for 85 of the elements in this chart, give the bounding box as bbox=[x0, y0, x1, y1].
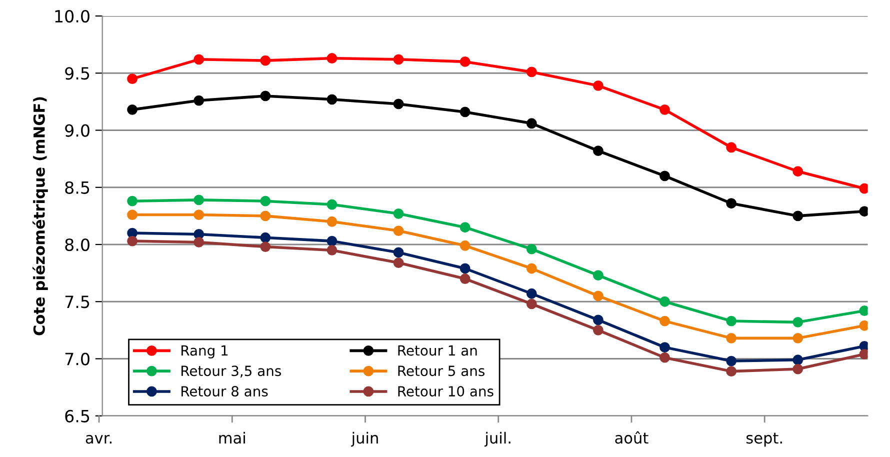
point bbox=[526, 66, 537, 78]
point bbox=[592, 290, 604, 302]
point bbox=[592, 146, 604, 156]
point bbox=[592, 324, 604, 336]
point bbox=[726, 198, 737, 209]
point bbox=[326, 236, 338, 246]
point bbox=[792, 354, 804, 366]
legend-label: Retour 5 ans bbox=[398, 366, 484, 376]
point bbox=[127, 210, 138, 220]
legend-label: Retour 8 ans bbox=[182, 386, 268, 397]
text: avr. bbox=[86, 434, 112, 444]
point bbox=[526, 118, 537, 129]
point bbox=[260, 196, 271, 206]
point bbox=[526, 288, 537, 299]
y-tick-label: 10.0 bbox=[55, 10, 90, 23]
point bbox=[460, 240, 470, 251]
point bbox=[326, 216, 338, 227]
point bbox=[726, 332, 737, 344]
point bbox=[194, 237, 204, 248]
point bbox=[526, 298, 537, 310]
point bbox=[526, 263, 537, 274]
point bbox=[326, 199, 338, 210]
point bbox=[726, 316, 737, 326]
legend-label: Retour 1 an bbox=[398, 345, 477, 356]
point bbox=[194, 54, 204, 65]
point bbox=[660, 170, 670, 182]
point bbox=[460, 222, 470, 233]
text: sept. bbox=[746, 432, 782, 447]
point bbox=[393, 54, 404, 65]
point bbox=[460, 106, 470, 118]
point bbox=[792, 166, 804, 177]
point bbox=[660, 296, 670, 307]
y-tick-label: 9.5 bbox=[65, 67, 90, 80]
point bbox=[194, 95, 204, 106]
point bbox=[792, 332, 804, 344]
point bbox=[460, 263, 470, 274]
point bbox=[460, 56, 470, 67]
y-tick-label: 7.0 bbox=[65, 352, 90, 366]
y-tick-label: 6.5 bbox=[65, 410, 90, 422]
point bbox=[127, 104, 138, 115]
point bbox=[792, 364, 804, 374]
point bbox=[792, 316, 804, 328]
point bbox=[393, 258, 404, 268]
text: août bbox=[615, 431, 648, 444]
point bbox=[792, 210, 804, 222]
point bbox=[393, 226, 404, 236]
text: juil. bbox=[484, 432, 510, 447]
point bbox=[260, 232, 271, 243]
point bbox=[726, 366, 737, 377]
point bbox=[194, 194, 204, 206]
y-tick-label: 8.0 bbox=[65, 238, 90, 252]
point bbox=[260, 210, 271, 222]
point bbox=[326, 245, 338, 256]
y-axis-title: Cote piézométrique (mNGF) bbox=[32, 97, 48, 336]
text: juin bbox=[351, 432, 378, 447]
point bbox=[592, 80, 604, 91]
point bbox=[260, 90, 271, 102]
point bbox=[726, 142, 737, 153]
y-tick-label: 7.5 bbox=[65, 296, 90, 308]
point bbox=[260, 242, 271, 252]
point bbox=[127, 74, 138, 84]
y-tick-label: 8.5 bbox=[65, 181, 90, 194]
text: mai bbox=[219, 432, 245, 444]
legend-label: Retour 10 ans bbox=[398, 386, 494, 397]
legend-label: Rang 1 bbox=[182, 345, 228, 358]
point bbox=[260, 55, 271, 66]
point bbox=[592, 270, 604, 281]
y-tick-label: 9.0 bbox=[65, 124, 90, 137]
point bbox=[526, 244, 537, 254]
point bbox=[393, 208, 404, 219]
point bbox=[660, 342, 670, 353]
point bbox=[393, 247, 404, 258]
point bbox=[660, 104, 670, 115]
point bbox=[660, 316, 670, 326]
point bbox=[127, 236, 138, 246]
point bbox=[592, 314, 604, 326]
legend-label: Retour 3,5 ans bbox=[182, 366, 281, 378]
point bbox=[194, 210, 204, 220]
point bbox=[460, 274, 470, 284]
point bbox=[326, 94, 338, 105]
point bbox=[127, 196, 138, 206]
point bbox=[660, 352, 670, 363]
point bbox=[326, 53, 338, 64]
point bbox=[726, 356, 737, 366]
point bbox=[393, 98, 404, 110]
